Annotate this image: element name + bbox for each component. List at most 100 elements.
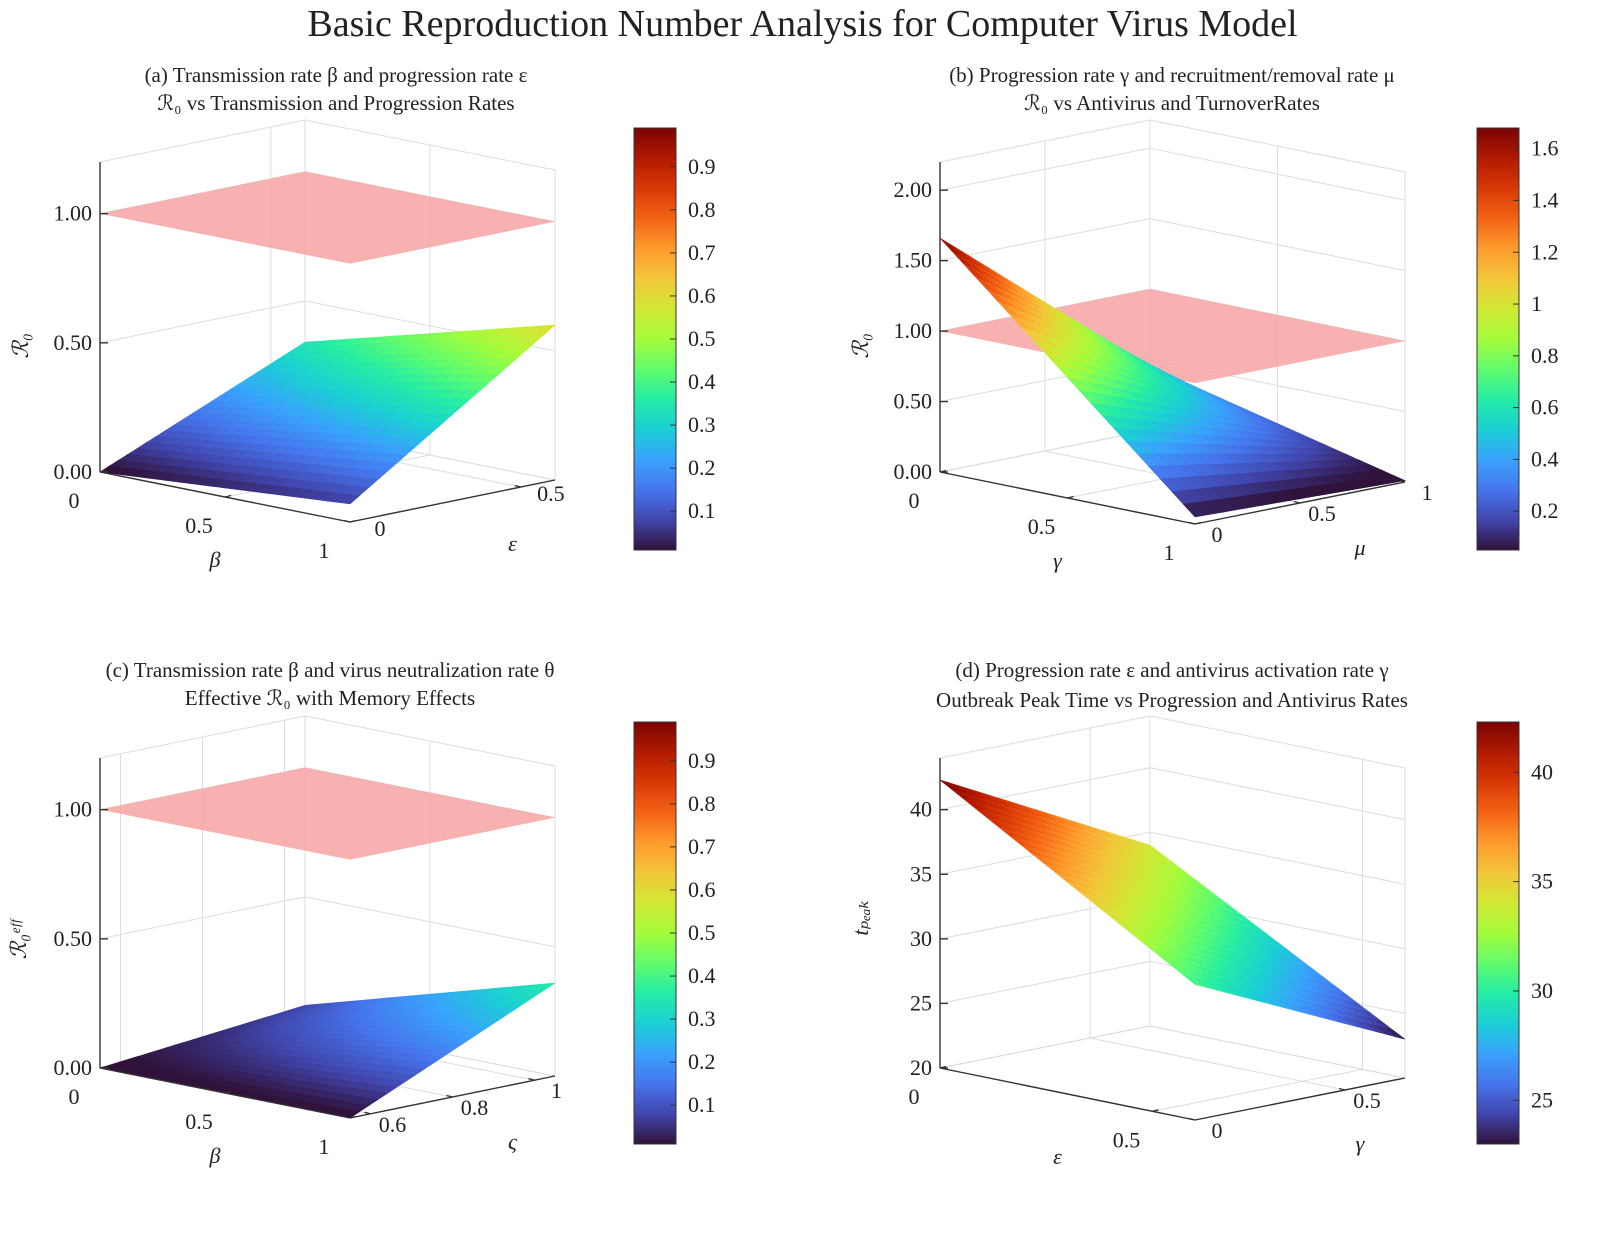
z-tick-label: 20 [910, 1055, 932, 1080]
y-axis-label: γ [1356, 1131, 1366, 1156]
surface-patch [939, 237, 962, 257]
colorbar-tick-label: 0.4 [688, 963, 716, 988]
colorbar-tick-label: 0.9 [688, 154, 716, 179]
z-tick-label: 0.00 [54, 1055, 93, 1080]
colorbar-gradient [1476, 721, 1520, 1145]
colorbar-tick-label: 0.7 [688, 240, 716, 265]
colorbar-gradient [1476, 127, 1520, 551]
colorbar-tick-label: 0.8 [1531, 343, 1559, 368]
x-tick-mark [939, 469, 947, 473]
colorbar-tick-label: 0.6 [688, 877, 716, 902]
x-tick-mark [224, 1090, 232, 1094]
x-axis-label: β [209, 547, 221, 572]
colorbar-tick-label: 0.5 [688, 326, 716, 351]
y-axis-label: μ [1353, 535, 1365, 560]
x-tick-label: 1 [1164, 540, 1175, 565]
z-axis-label: ℛ₀ᵉᶠᶠ [6, 918, 31, 960]
y-tick-label: 0.6 [379, 1112, 407, 1137]
x-tick-label: 1 [319, 1134, 330, 1159]
colorbar-tick-label: 1.4 [1531, 187, 1559, 212]
x-tick-mark [1152, 1109, 1159, 1113]
x-tick-label: 0.5 [1028, 514, 1056, 539]
x-tick-mark [224, 494, 232, 498]
y-tick-mark [528, 1078, 535, 1081]
x-tick-mark [349, 519, 357, 523]
colorbar-tick-label: 0.2 [1531, 498, 1559, 523]
x-axis-label: β [209, 1143, 221, 1168]
y-tick-label: 0.5 [1308, 501, 1336, 526]
surface-patch [337, 494, 361, 505]
grid-top-edge [99, 119, 306, 163]
x-tick-mark [99, 1065, 107, 1069]
z-axis-label: ℛ₀ [848, 333, 873, 358]
panel-subtitle: (a) Transmission rate β and progression … [145, 63, 528, 87]
threshold-plane [100, 767, 555, 860]
colorbar-tick-label: 0.1 [688, 498, 716, 523]
panel-title: Outbreak Peak Time vs Progression and An… [936, 688, 1408, 712]
panel-d: (d) Progression rate ε and antivirus act… [848, 658, 1553, 1169]
y-tick-mark [514, 484, 522, 488]
surface [99, 324, 556, 505]
x-tick-label: 1 [319, 538, 330, 563]
colorbar-tick-label: 0.1 [688, 1092, 716, 1117]
z-tick-label: 0.00 [894, 459, 933, 484]
y-tick-mark [1188, 1117, 1196, 1121]
colorbar-gradient [633, 721, 677, 1145]
z-axis-label: ℛ₀ [8, 333, 33, 358]
grid-z-line [1149, 1025, 1406, 1079]
colorbar-tick-label: 0.3 [688, 1006, 716, 1031]
x-tick-mark [1194, 521, 1202, 525]
colorbar-tick-label: 1 [1531, 291, 1542, 316]
y-tick-mark [343, 519, 351, 523]
grid-z-line [1149, 767, 1406, 821]
y-tick-label: 0.8 [461, 1095, 489, 1120]
panel-subtitle: (b) Progression rate γ and recruitment/r… [949, 63, 1395, 87]
x-tick-mark [99, 469, 107, 473]
x-tick-label: 0 [69, 1084, 80, 1109]
z-tick-label: 0.00 [54, 459, 93, 484]
grid-z-line [99, 300, 306, 344]
colorbar-tick-label: 0.9 [688, 748, 716, 773]
x-axis-label: γ [1053, 548, 1063, 573]
z-tick-label: 30 [910, 926, 932, 951]
panel-title: ℛ₀ vs Antivirus and TurnoverRates [1024, 91, 1320, 115]
grid-z-line [939, 960, 1151, 1004]
panel-a: (a) Transmission rate β and progression … [8, 63, 716, 572]
colorbar: 25 30 35 40 [1476, 721, 1553, 1145]
grid-top-edge [939, 715, 1151, 759]
colorbar-tick-label: 0.4 [1531, 446, 1559, 471]
colorbar-tick-label: 0.5 [688, 920, 716, 945]
x-tick-mark [939, 1065, 947, 1069]
grid-x-line [1152, 1068, 1363, 1112]
panel-subtitle: (d) Progression rate ε and antivirus act… [955, 658, 1388, 682]
panel-b: (b) Progression rate γ and recruitment/r… [848, 63, 1559, 573]
x-tick-label: 0.5 [1113, 1127, 1141, 1152]
y-tick-label: 0 [1212, 1118, 1223, 1143]
z-tick-label: 1.00 [894, 318, 933, 343]
colorbar: 0.2 0.4 0.6 0.8 1 1.2 1.4 1.6 [1476, 127, 1559, 551]
x-axis-label: ε [1053, 1144, 1062, 1169]
y-tick-label: 0 [375, 516, 386, 541]
colorbar-tick-label: 0.4 [688, 369, 716, 394]
y-tick-mark [446, 1094, 453, 1098]
surface-patch [1183, 974, 1205, 988]
x-tick-label: 0 [69, 488, 80, 513]
z-tick-label: 40 [910, 797, 932, 822]
grid-x-line [939, 1025, 1151, 1069]
colorbar-tick-label: 0.2 [688, 455, 716, 480]
x-tick-mark [1067, 495, 1074, 499]
z-tick-label: 2.00 [894, 177, 933, 202]
y-tick-mark [1293, 500, 1301, 504]
y-tick-mark [364, 1111, 371, 1115]
z-tick-label: 0.50 [894, 389, 933, 414]
panel-c: (c) Transmission rate β and virus neutra… [6, 658, 716, 1168]
y-tick-label: 1 [551, 1078, 562, 1103]
grid-top-edge [1149, 715, 1406, 769]
surface [939, 779, 1406, 1040]
y-axis-label: ς [508, 1129, 518, 1154]
colorbar-tick-label: 0.2 [688, 1049, 716, 1074]
x-tick-label: 0.5 [185, 1109, 213, 1134]
z-tick-label: 0.50 [54, 926, 93, 951]
y-tick-label: 0.5 [1353, 1088, 1381, 1113]
